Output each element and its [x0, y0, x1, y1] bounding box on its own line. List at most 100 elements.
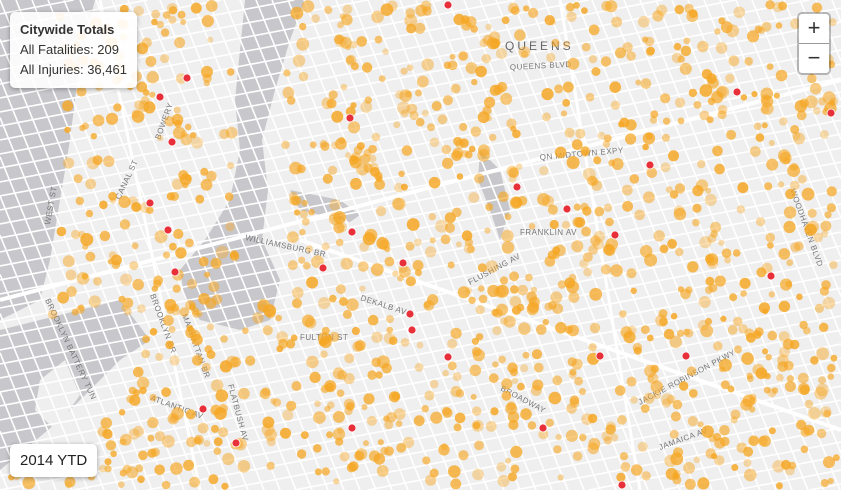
injury-dot[interactable] — [452, 372, 462, 382]
injury-dot[interactable] — [763, 386, 771, 394]
fatality-dot[interactable] — [405, 309, 415, 319]
fatality-dot[interactable] — [443, 0, 453, 10]
injury-dot[interactable] — [532, 379, 544, 391]
injury-dot[interactable] — [386, 326, 394, 334]
injury-dot[interactable] — [693, 101, 702, 109]
injury-dot[interactable] — [296, 37, 310, 51]
injury-dot[interactable] — [663, 328, 675, 340]
injury-dot[interactable] — [402, 436, 415, 449]
injury-dot[interactable] — [490, 407, 499, 416]
injury-dot[interactable] — [136, 81, 148, 93]
injury-dot[interactable] — [363, 163, 374, 173]
injury-dot[interactable] — [684, 478, 696, 490]
injury-dot[interactable] — [197, 422, 209, 434]
injury-dot[interactable] — [641, 471, 651, 481]
injury-dot[interactable] — [498, 355, 506, 364]
injury-dot[interactable] — [257, 299, 270, 312]
injury-dot[interactable] — [670, 452, 684, 466]
injury-dot[interactable] — [650, 380, 663, 393]
injury-dot[interactable] — [147, 448, 157, 458]
injury-dot[interactable] — [693, 456, 701, 464]
injury-dot[interactable] — [697, 40, 709, 53]
injury-dot[interactable] — [629, 174, 640, 184]
injury-dot[interactable] — [728, 55, 740, 67]
injury-dot[interactable] — [86, 156, 100, 170]
injury-dot[interactable] — [164, 116, 175, 127]
injury-dot[interactable] — [775, 22, 783, 29]
injury-dot[interactable] — [366, 415, 377, 426]
injury-dot[interactable] — [501, 16, 510, 25]
injury-dot[interactable] — [545, 418, 554, 427]
injury-dot[interactable] — [687, 416, 698, 427]
injury-dot[interactable] — [626, 268, 637, 279]
injury-dot[interactable] — [415, 117, 425, 127]
injury-dot[interactable] — [471, 78, 478, 86]
injury-dot[interactable] — [555, 433, 562, 441]
injury-dot[interactable] — [290, 6, 304, 20]
injury-dot[interactable] — [424, 390, 435, 401]
injury-dot[interactable] — [573, 1, 580, 9]
injury-dot[interactable] — [743, 446, 754, 457]
injury-dot[interactable] — [166, 306, 175, 314]
injury-dot[interactable] — [684, 328, 694, 338]
injury-dot[interactable] — [796, 110, 807, 121]
injury-dot[interactable] — [505, 457, 512, 464]
injury-dot[interactable] — [520, 408, 532, 420]
injury-dot[interactable] — [605, 424, 616, 435]
injury-dot[interactable] — [444, 222, 455, 233]
injury-dot[interactable] — [376, 206, 387, 217]
injury-dot[interactable] — [346, 55, 355, 64]
injury-dot[interactable] — [105, 112, 119, 125]
injury-dot[interactable] — [128, 196, 138, 206]
injury-dot[interactable] — [796, 293, 803, 301]
injury-dot[interactable] — [506, 118, 517, 129]
fatality-dot[interactable] — [610, 230, 620, 240]
injury-dot[interactable] — [768, 140, 775, 146]
injury-dot[interactable] — [262, 416, 275, 429]
injury-dot[interactable] — [163, 315, 174, 326]
injury-dot[interactable] — [301, 217, 310, 226]
injury-dot[interactable] — [797, 372, 809, 384]
injury-dot[interactable] — [134, 100, 145, 111]
injury-dot[interactable] — [676, 329, 685, 337]
injury-dot[interactable] — [454, 412, 466, 424]
injury-dot[interactable] — [634, 209, 645, 221]
injury-dot[interactable] — [622, 200, 633, 212]
injury-dot[interactable] — [581, 226, 591, 237]
injury-dot[interactable] — [828, 18, 837, 27]
injury-dot[interactable] — [661, 398, 672, 408]
injury-dot[interactable] — [375, 371, 383, 379]
injury-dot[interactable] — [778, 1, 787, 11]
injury-dot[interactable] — [492, 326, 502, 336]
injury-dot[interactable] — [100, 417, 113, 429]
injury-dot[interactable] — [611, 158, 624, 170]
injury-dot[interactable] — [510, 464, 520, 474]
injury-dot[interactable] — [361, 62, 373, 73]
fatality-dot[interactable] — [595, 351, 605, 361]
injury-dot[interactable] — [169, 414, 178, 423]
injury-dot[interactable] — [226, 68, 235, 76]
injury-dot[interactable] — [589, 322, 601, 334]
injury-dot[interactable] — [547, 204, 558, 215]
injury-dot[interactable] — [384, 246, 391, 253]
injury-dot[interactable] — [292, 287, 304, 299]
fatality-dot[interactable] — [182, 73, 192, 83]
injury-dot[interactable] — [740, 398, 752, 411]
injury-dot[interactable] — [149, 393, 157, 402]
injury-dot[interactable] — [472, 421, 481, 430]
injury-dot[interactable] — [642, 143, 649, 151]
injury-dot[interactable] — [360, 153, 371, 164]
injury-dot[interactable] — [146, 71, 159, 84]
injury-dot[interactable] — [395, 90, 404, 100]
injury-dot[interactable] — [397, 101, 410, 115]
injury-dot[interactable] — [700, 324, 714, 338]
injury-dot[interactable] — [314, 468, 322, 476]
injury-dot[interactable] — [638, 15, 650, 28]
injury-dot[interactable] — [614, 385, 626, 396]
injury-dot[interactable] — [670, 411, 681, 422]
injury-dot[interactable] — [630, 287, 637, 294]
injury-dot[interactable] — [238, 387, 250, 400]
injury-dot[interactable] — [457, 286, 470, 299]
injury-dot[interactable] — [645, 132, 653, 140]
injury-dot[interactable] — [286, 400, 297, 411]
